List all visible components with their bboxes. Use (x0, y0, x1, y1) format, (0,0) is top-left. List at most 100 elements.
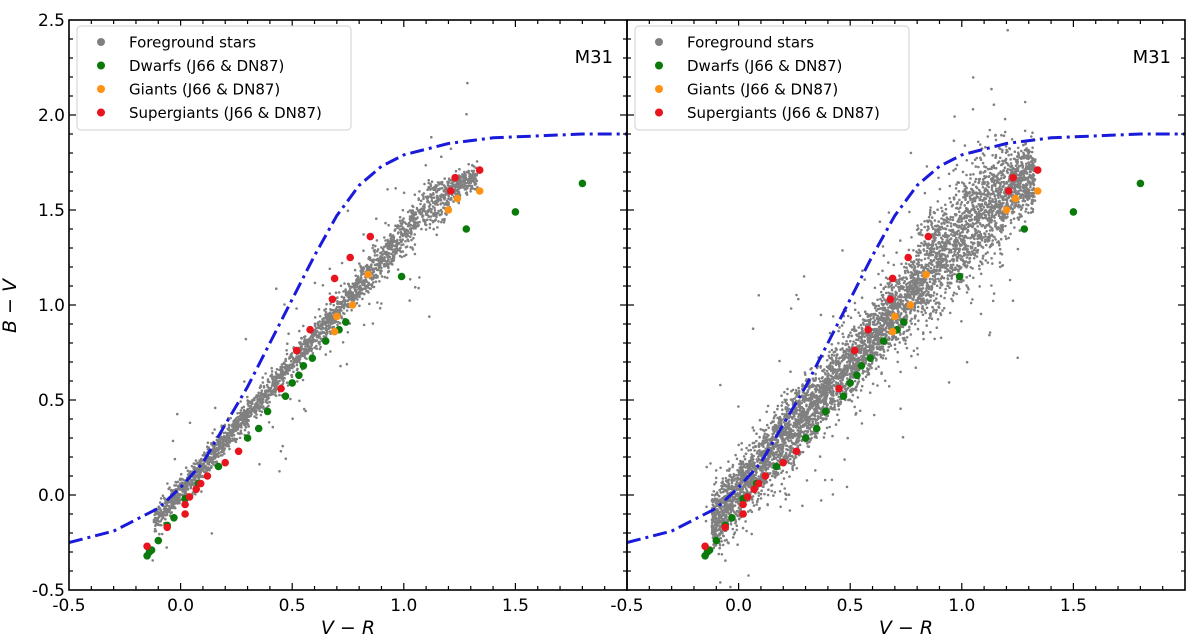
x-tick-label: 1.0 (390, 596, 417, 616)
data-point (857, 362, 866, 370)
data-point (750, 485, 758, 494)
data-point (397, 272, 406, 281)
legend-label: Dwarfs (J66 & DN87) (687, 57, 842, 75)
foreground-stars-cloud (151, 81, 479, 562)
series-dwarfs (701, 179, 1145, 560)
intrinsic-color-curve (69, 132, 627, 544)
right-panel: -0.5 0.0 0.5 1.0 1.5 M31 Foreground stars Dwarf… (610, 19, 1186, 616)
data-point (792, 447, 801, 456)
legend-label: Giants (J66 & DN87) (687, 81, 838, 99)
data-point (462, 225, 471, 233)
data-point (154, 536, 163, 545)
data-point (955, 272, 964, 281)
data-point (821, 407, 830, 416)
y-axis-label: B − V (0, 277, 21, 333)
legend: Foreground stars Dwarfs (J66 & DN87) Giant… (76, 25, 352, 131)
legend-marker (97, 108, 105, 117)
y-tick-label: 2.0 (38, 106, 65, 126)
data-point (1011, 194, 1020, 203)
data-point (866, 354, 875, 363)
data-point (451, 173, 459, 182)
y-tick-label: 0.0 (38, 486, 65, 506)
data-point (277, 384, 285, 393)
data-point (701, 542, 709, 551)
data-point (1009, 173, 1017, 182)
data-point (143, 542, 151, 551)
data-point (348, 301, 357, 309)
ticks (627, 20, 1185, 590)
data-point (1069, 208, 1078, 216)
legend-box (76, 25, 352, 131)
data-point (234, 447, 243, 456)
legend-marker (655, 38, 663, 46)
data-point (446, 187, 455, 195)
left-panel: -0.5 0.0 0.5 1.0 1.5 -0.5 0.0 0.5 1.0 1.5 2.0 2.5 M3… (32, 11, 628, 616)
legend-label: Foreground stars (129, 34, 256, 52)
x-tick-label: -0.5 (52, 596, 85, 616)
data-point (453, 194, 462, 203)
plot-area (69, 81, 627, 562)
data-point (475, 166, 484, 174)
data-point (846, 379, 854, 387)
data-point (181, 500, 189, 509)
data-point (185, 493, 194, 501)
data-point (281, 392, 290, 401)
data-point (1002, 206, 1011, 214)
data-point (879, 337, 888, 345)
data-point (163, 523, 171, 532)
data-point (196, 479, 205, 488)
x-tick-label: 1.0 (948, 596, 975, 616)
x-tick-label: 0.0 (167, 596, 194, 616)
y-tick-label: 0.5 (38, 391, 65, 411)
data-point (812, 424, 821, 433)
data-point (1033, 187, 1042, 195)
series-dwarfs (143, 179, 587, 560)
x-tick-label: 0.5 (279, 596, 306, 616)
data-point (904, 253, 912, 262)
data-point (243, 434, 252, 442)
panel-title: M31 (575, 47, 613, 68)
x-axis-label-right: V − R (879, 617, 933, 639)
data-point (203, 472, 212, 480)
data-point (739, 500, 747, 509)
data-point (214, 462, 223, 471)
x-tick-label: 1.5 (502, 596, 529, 616)
data-point (772, 462, 781, 471)
y-tick-label: 1.0 (38, 296, 65, 316)
legend-marker (97, 38, 105, 46)
data-point (288, 379, 297, 387)
data-point (444, 206, 453, 214)
legend-label: Giants (J66 & DN87) (129, 81, 280, 99)
data-point (864, 325, 872, 334)
legend-box (634, 25, 910, 131)
y-tick-label: 2.5 (38, 11, 65, 31)
legend-marker (655, 85, 663, 93)
legend-marker (655, 61, 663, 70)
data-point (333, 312, 341, 321)
data-point (295, 371, 303, 380)
legend: Foreground stars Dwarfs (J66 & DN87) Giant… (634, 25, 910, 131)
plot-area (627, 28, 1185, 589)
data-point (888, 327, 897, 336)
x-tick-label: 1.5 (1060, 596, 1087, 616)
data-point (181, 510, 189, 518)
legend-label: Supergiants (J66 & DN87) (687, 104, 880, 122)
data-point (254, 424, 263, 433)
data-point (906, 301, 915, 309)
data-point (712, 536, 721, 545)
data-point (888, 274, 897, 283)
data-point (328, 295, 337, 304)
data-point (475, 187, 484, 195)
legend-marker (655, 108, 663, 117)
series-supergiants (701, 166, 1042, 551)
data-point (922, 270, 930, 279)
data-point (721, 523, 729, 532)
data-point (292, 346, 301, 355)
intrinsic-color-curve (627, 132, 1185, 544)
data-point (739, 510, 747, 518)
x-tick-label: 0.5 (837, 596, 864, 616)
data-point (1136, 179, 1145, 188)
x-tick-label: 0.0 (725, 596, 752, 616)
data-point (1020, 225, 1029, 233)
